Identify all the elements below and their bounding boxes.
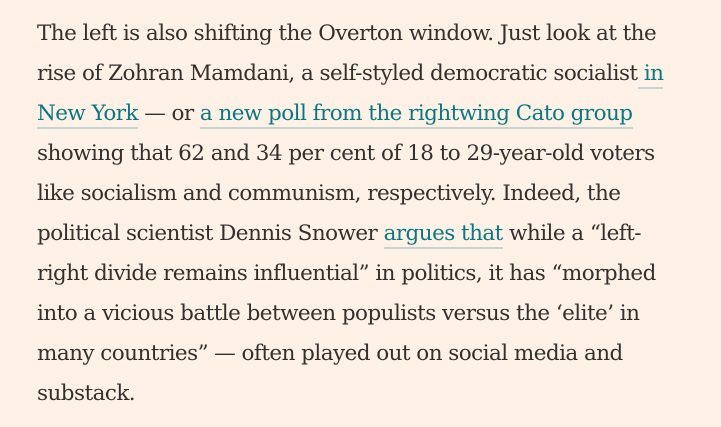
link-in-new-york[interactable]: in [637,61,664,89]
article-paragraph: The left is also shifting the Overton wi… [37,14,707,414]
paragraph-line-2: rise of Zohran Mamdani, a self-styled de… [37,54,707,94]
paragraph-line-8: into a vicious battle between populists … [37,301,640,326]
paragraph-line-6: political scientist Dennis Snower argues… [37,214,707,254]
paragraph-text: — or [137,101,200,126]
paragraph-line-9: many countries” — often played out on so… [37,341,623,366]
link-argues-that[interactable]: argues that [383,221,503,249]
paragraph-text: while a “left- [502,221,642,246]
paragraph-text: rise of Zohran Mamdani, a self-styled de… [37,61,638,86]
paragraph-line-4: showing that 62 and 34 per cent of 18 to… [37,141,655,166]
paragraph-line-5: like socialism and communism, respective… [37,181,621,206]
link-cato-poll[interactable]: a new poll from the rightwing Cato group [199,101,633,129]
paragraph-line-7: right divide remains influential” in pol… [37,261,656,286]
paragraph-text: political scientist Dennis Snower [37,221,384,246]
paragraph-line-3: New York — or a new poll from the rightw… [37,94,707,134]
paragraph-line-10: substack. [37,381,136,406]
link-in-new-york-continued[interactable]: New York [37,101,139,129]
paragraph-line-1: The left is also shifting the Overton wi… [37,21,657,46]
